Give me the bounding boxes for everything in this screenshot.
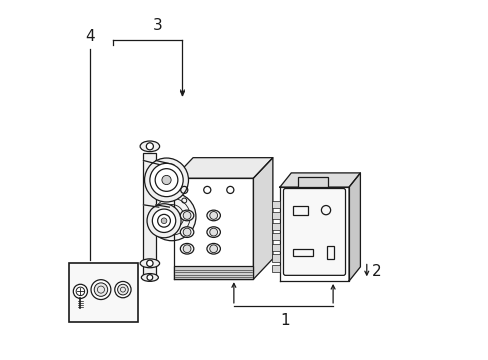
Circle shape bbox=[115, 282, 131, 298]
Circle shape bbox=[147, 193, 196, 241]
Ellipse shape bbox=[140, 141, 159, 152]
Circle shape bbox=[183, 212, 191, 219]
Circle shape bbox=[209, 245, 217, 253]
Bar bbox=[272, 255, 279, 261]
Circle shape bbox=[146, 260, 153, 266]
Text: 3: 3 bbox=[152, 18, 162, 33]
Polygon shape bbox=[279, 187, 348, 281]
Circle shape bbox=[152, 209, 175, 233]
Bar bbox=[272, 265, 279, 272]
Circle shape bbox=[209, 212, 217, 219]
Ellipse shape bbox=[180, 243, 193, 254]
Text: 4: 4 bbox=[85, 29, 95, 44]
Circle shape bbox=[94, 283, 107, 296]
Bar bbox=[272, 212, 279, 219]
Circle shape bbox=[209, 228, 217, 236]
Bar bbox=[297, 177, 327, 187]
Ellipse shape bbox=[206, 210, 220, 221]
Polygon shape bbox=[143, 161, 173, 165]
Circle shape bbox=[162, 175, 171, 185]
Circle shape bbox=[169, 214, 174, 219]
Polygon shape bbox=[173, 178, 253, 279]
Polygon shape bbox=[143, 205, 169, 207]
Circle shape bbox=[147, 204, 181, 238]
Bar bbox=[173, 266, 253, 279]
Polygon shape bbox=[173, 158, 272, 178]
Circle shape bbox=[118, 284, 128, 295]
Circle shape bbox=[91, 280, 111, 300]
Circle shape bbox=[144, 158, 188, 202]
Bar bbox=[326, 246, 333, 259]
Ellipse shape bbox=[206, 227, 220, 238]
Polygon shape bbox=[348, 173, 360, 281]
Bar bbox=[272, 233, 279, 240]
Circle shape bbox=[183, 245, 191, 253]
Bar bbox=[272, 201, 279, 208]
Polygon shape bbox=[253, 158, 272, 279]
Ellipse shape bbox=[180, 210, 193, 221]
Circle shape bbox=[147, 275, 152, 280]
FancyBboxPatch shape bbox=[283, 189, 345, 275]
Ellipse shape bbox=[141, 274, 158, 282]
Bar bbox=[272, 244, 279, 251]
Bar bbox=[143, 153, 156, 276]
Circle shape bbox=[73, 284, 87, 298]
Text: 1: 1 bbox=[280, 313, 289, 328]
Polygon shape bbox=[279, 173, 360, 187]
Ellipse shape bbox=[206, 243, 220, 254]
Bar bbox=[272, 222, 279, 230]
Ellipse shape bbox=[180, 227, 193, 238]
Circle shape bbox=[183, 228, 191, 236]
Bar bbox=[69, 263, 138, 322]
Bar bbox=[293, 206, 307, 215]
Circle shape bbox=[146, 143, 153, 150]
Bar bbox=[293, 249, 312, 256]
Text: 2: 2 bbox=[370, 264, 380, 279]
Circle shape bbox=[161, 218, 166, 224]
Ellipse shape bbox=[140, 259, 159, 268]
Circle shape bbox=[149, 163, 183, 197]
